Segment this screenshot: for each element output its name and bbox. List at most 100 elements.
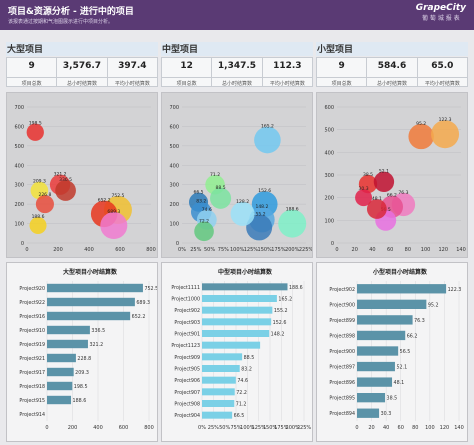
kpi-cell: 397.4 平均小时结算数 [107,58,157,87]
bar [47,381,73,391]
bubble-point [246,214,273,241]
kpi-value: 397.4 [118,61,147,71]
kpi-row: 12 项目总数 1,347.5 总小时结算数 112.3 平均小时结算数 [161,57,313,87]
kpi-label: 平均小时结算数 [417,77,467,87]
category-label: Project900 [329,302,355,308]
bubble-label: 336.5 [59,177,72,183]
category-label: Project916 [19,314,45,320]
x-tick-label: 0 [335,247,338,253]
x-tick-label: 60 [398,425,404,431]
bar-value-label: 689.3 [136,300,150,306]
bar-value-label: 83.2 [241,367,252,373]
y-tick-label: 600 [169,124,179,130]
category-label: Project917 [19,370,45,376]
y-tick-label: 700 [169,105,179,111]
x-tick-label: 25% [208,425,219,431]
bar-value-label: 228.8 [77,356,91,362]
bar [357,346,399,356]
bar-value-label: 321.2 [89,342,103,348]
bubble-point [366,199,387,219]
y-tick-label: 600 [14,124,24,130]
category-label: Project899 [329,318,355,324]
kpi-label: 总小时结算数 [367,77,417,87]
bar [357,408,380,418]
bar [47,367,74,377]
bubble-point [254,126,281,154]
bar-value-label: 336.5 [91,328,105,334]
bubble-point [373,171,395,192]
y-tick-label: 600 [324,105,334,111]
bubble-point [431,120,460,149]
bubble-point [30,181,49,200]
kpi-label: 项目总数 [7,77,57,87]
x-tick-label: 140 [456,247,466,253]
bar [202,376,236,384]
bar [202,283,288,291]
bubble-label: 752.5 [111,193,124,199]
bar-value-label: 198.5 [74,384,88,390]
category-label: Project920 [19,286,45,292]
bar [202,306,273,314]
bar-value-label: 30.3 [381,411,392,417]
x-tick-label: 20 [368,425,374,431]
bar [202,400,235,407]
y-tick-label: 0 [176,241,179,247]
x-tick-label: 75% [218,247,229,253]
bar [47,311,131,321]
y-tick-label: 400 [324,150,334,156]
y-tick-label: 200 [14,202,24,208]
bar-chart: 小型项目小时结算数 0 20 40 60 80 100 120 140 Project902 122… [329,268,464,431]
bubble-point [100,211,128,240]
y-tick-label: 100 [324,218,334,224]
bar-value-label: 165.2 [278,297,292,303]
category-label: Project894 [329,411,355,417]
bubble-label: 148.2 [255,204,268,210]
kpi-value: 584.6 [377,61,407,71]
kpi-value: 3,576.7 [62,61,102,71]
bubble-point [210,187,232,209]
x-tick-label: 175% [271,247,286,253]
x-tick-label: 400 [84,247,94,253]
bar-chart-title: 小型项目小时结算数 [372,268,428,276]
category-label: Project1111 [171,285,200,291]
bar-chart-title: 大型项目小时结算数 [63,268,118,276]
x-tick-label: 80 [412,425,418,431]
bubble-label: 30.3 [359,186,369,192]
category-label: Project902 [329,287,355,293]
bar [357,315,413,325]
x-tick-label: 200% [285,247,300,253]
category-label: Project921 [19,356,45,362]
kpi-label: 平均小时结算数 [262,77,312,87]
bar [47,395,72,405]
bubble-point [29,217,47,235]
bubble-chart: 0 100 200 300 400 500 600 0 20 40 60 80 100 120 140 95.… [324,105,466,253]
bubble-point [35,195,54,214]
category-label: Project895 [329,396,355,402]
y-tick-label: 700 [14,105,24,111]
category-label: Project902 [174,308,200,314]
x-tick-label: 0 [45,425,48,431]
kpi-cell: 1,347.5 总小时结算数 [212,58,263,87]
kpi-label: 总小时结算数 [57,77,107,87]
category-label: Project904 [174,413,200,419]
bar [47,353,76,363]
bubble-chart-panel: 0 100 200 300 400 500 600 700 0 200 400 600 800 198.5… [6,92,158,258]
x-tick-label: 25% [190,247,201,253]
x-tick-label: 80 [405,247,411,253]
y-tick-label: 300 [14,183,24,189]
bubble-label: 152.6 [258,188,271,194]
x-tick-label: 50% [219,425,230,431]
bubble-label: 128.2 [236,199,249,205]
kpi-value: 9 [28,61,35,71]
x-tick-label: 0 [355,425,358,431]
bar [202,411,233,419]
bubble-point [230,201,255,226]
bubble-label: 88.5 [216,185,226,191]
bar [202,330,270,337]
x-tick-label: 140 [454,425,464,431]
bar [357,330,406,341]
x-tick-label: 50% [204,247,215,253]
bar [202,365,240,372]
bar-value-label: 652.2 [132,314,146,320]
y-tick-label: 500 [14,144,24,150]
